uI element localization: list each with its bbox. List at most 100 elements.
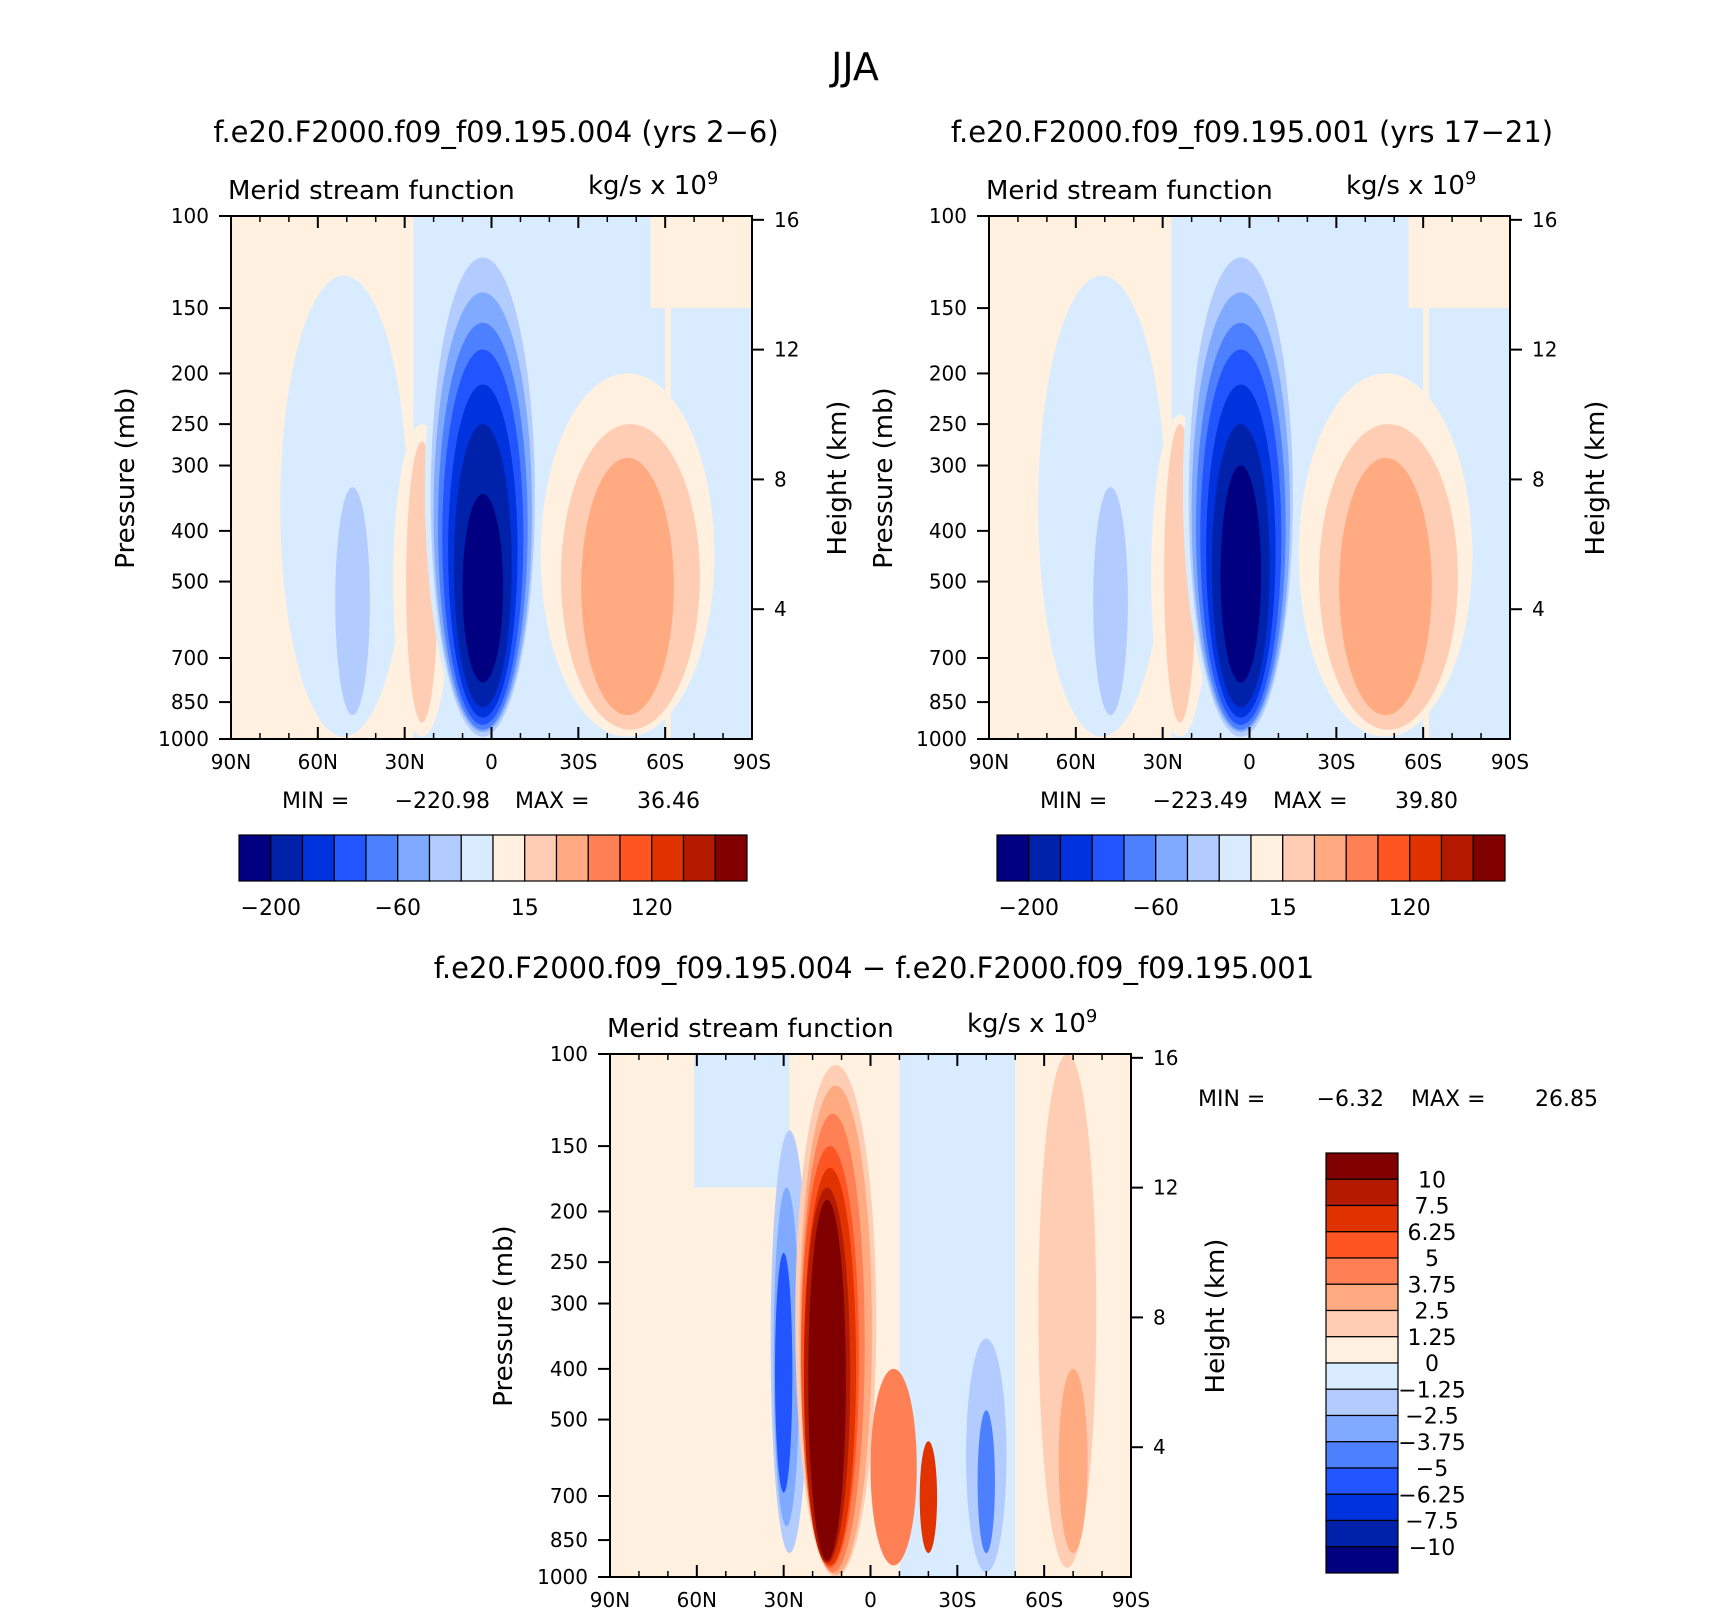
y-tick-label: 100 (171, 204, 209, 228)
colorbar-label: −2.5 (1405, 1405, 1458, 1430)
y-tick-label: 250 (929, 412, 967, 436)
colorbar-swatch (1325, 1336, 1399, 1364)
colorbar-label: −200 (999, 896, 1059, 921)
field-south-3 (581, 457, 674, 716)
colorbar-label: −1.25 (1398, 1378, 1465, 1403)
colorbar-swatch (587, 834, 621, 882)
y-tick-label: 500 (929, 570, 967, 594)
y-right-tick-label: 12 (1153, 1176, 1178, 1200)
colorbar-swatch (1325, 1388, 1399, 1417)
field-neg-band-3 (774, 1252, 793, 1493)
colorbar-swatch (1325, 1257, 1399, 1285)
y-tick-label: 250 (171, 412, 209, 436)
panel-right-min-label: MIN = (1040, 789, 1107, 814)
panel-right-colorbar: −200 −60 15 120 (996, 834, 1506, 921)
y-right-tick-label: 8 (774, 467, 787, 491)
y-tick-label: 400 (929, 519, 967, 543)
field-south-tongue-core (919, 1441, 938, 1554)
field-south-pos-2 (1058, 1368, 1088, 1554)
colorbar-swatch (1325, 1152, 1399, 1180)
x-tick-label: 60N (298, 750, 338, 774)
y-right-tick-label: 16 (774, 208, 799, 232)
y-tick-label: 850 (929, 690, 967, 714)
colorbar-swatch (1472, 834, 1506, 882)
y-right-tick-label: 16 (1532, 208, 1557, 232)
panel-diff-units: kg/s x 109 (967, 1006, 1097, 1039)
panel-diff-max-value: 26.85 (1535, 1087, 1598, 1112)
field-south-3 (1339, 457, 1432, 716)
y-tick-label: 300 (550, 1292, 588, 1316)
field-positive-level-6 (808, 1199, 846, 1561)
colorbar-swatch (1218, 834, 1252, 882)
x-tick-label: 30N (763, 1588, 803, 1612)
panel-left-max-label: MAX = (515, 789, 590, 814)
y-right-tick-label: 8 (1532, 467, 1545, 491)
colorbar-swatch (1325, 1546, 1399, 1574)
colorbar-swatch (1282, 834, 1316, 882)
colorbar-swatch (1250, 834, 1284, 882)
colorbar-swatch (714, 834, 748, 882)
field-south-neg-2 (977, 1410, 995, 1554)
panel-right-ylabel: Pressure (mb) (869, 387, 899, 568)
y-tick-label: 850 (550, 1528, 588, 1552)
colorbar-swatch (1313, 834, 1347, 882)
y-tick-label: 850 (171, 690, 209, 714)
colorbar-label: 15 (1269, 896, 1297, 921)
colorbar-swatch (428, 834, 462, 882)
colorbar-label: 7.5 (1415, 1195, 1450, 1220)
colorbar-swatch (1325, 1283, 1399, 1312)
y-right-tick-label: 4 (774, 597, 787, 621)
panel-diff-left-string: Merid stream function (607, 1014, 894, 1044)
colorbar-label: −3.75 (1398, 1431, 1465, 1456)
x-tick-label: 60N (1056, 750, 1096, 774)
colorbar-swatch (492, 834, 526, 882)
y-tick-label: 100 (929, 204, 967, 228)
colorbar-swatch (365, 834, 399, 882)
colorbar-swatch (555, 834, 589, 882)
y-right-tick-label: 12 (774, 338, 799, 362)
y-tick-label: 1000 (537, 1565, 588, 1589)
colorbar-swatch (1091, 834, 1125, 882)
colorbar-swatch (1059, 834, 1093, 882)
colorbar-swatch (996, 834, 1030, 882)
colorbar-swatch (1325, 1519, 1399, 1548)
panel-left-left-string: Merid stream function (228, 176, 515, 206)
x-tick-label: 30S (559, 750, 597, 774)
colorbar-label: 2.5 (1415, 1300, 1450, 1325)
colorbar-swatch (682, 834, 716, 882)
panel-diff-min-value: −6.32 (1317, 1087, 1384, 1112)
colorbar-swatch (524, 834, 558, 882)
colorbar-label: 6.25 (1408, 1221, 1457, 1246)
x-tick-label: 90S (1491, 750, 1529, 774)
y-right-tick-label: 4 (1153, 1435, 1166, 1459)
colorbar-swatch (1155, 834, 1189, 882)
y-tick-label: 200 (929, 361, 967, 385)
panel-left-ylabel-right: Height (km) (823, 401, 853, 556)
panel-right-max-value: 39.80 (1395, 789, 1458, 814)
panel-left-ylabel: Pressure (mb) (111, 387, 141, 568)
y-right-tick-label: 16 (1153, 1046, 1178, 1070)
colorbar-label: −6.25 (1398, 1483, 1465, 1508)
field-north-cell-2 (335, 487, 370, 716)
y-tick-label: 300 (171, 454, 209, 478)
x-tick-label: 60S (1025, 1588, 1063, 1612)
y-tick-label: 400 (171, 519, 209, 543)
x-tick-label: 0 (485, 750, 498, 774)
y-right-tick-label: 4 (1532, 597, 1545, 621)
panel-left-colorbar: −200 −60 15 120 (238, 834, 748, 921)
colorbar-label: 15 (511, 896, 539, 921)
panel-right-left-string: Merid stream function (986, 176, 1273, 206)
x-tick-label: 30S (1317, 750, 1355, 774)
panel-left-axes: 100 150 200 250 300 400 500 700 850 1000 16 12 8 4 90N… (158, 204, 799, 774)
field-top-negative (693, 1054, 790, 1188)
x-tick-label: 0 (864, 1588, 877, 1612)
x-tick-label: 30N (1142, 750, 1182, 774)
colorbar-swatch (1325, 1231, 1399, 1259)
panel-diff: f.e20.F2000.f09_f09.195.004 − f.e20.F200… (434, 951, 1598, 1612)
colorbar-label: −60 (1133, 896, 1179, 921)
field-south-top (650, 216, 752, 309)
colorbar-swatch (1028, 834, 1062, 882)
x-tick-label: 90N (211, 750, 251, 774)
y-tick-label: 250 (550, 1250, 588, 1274)
